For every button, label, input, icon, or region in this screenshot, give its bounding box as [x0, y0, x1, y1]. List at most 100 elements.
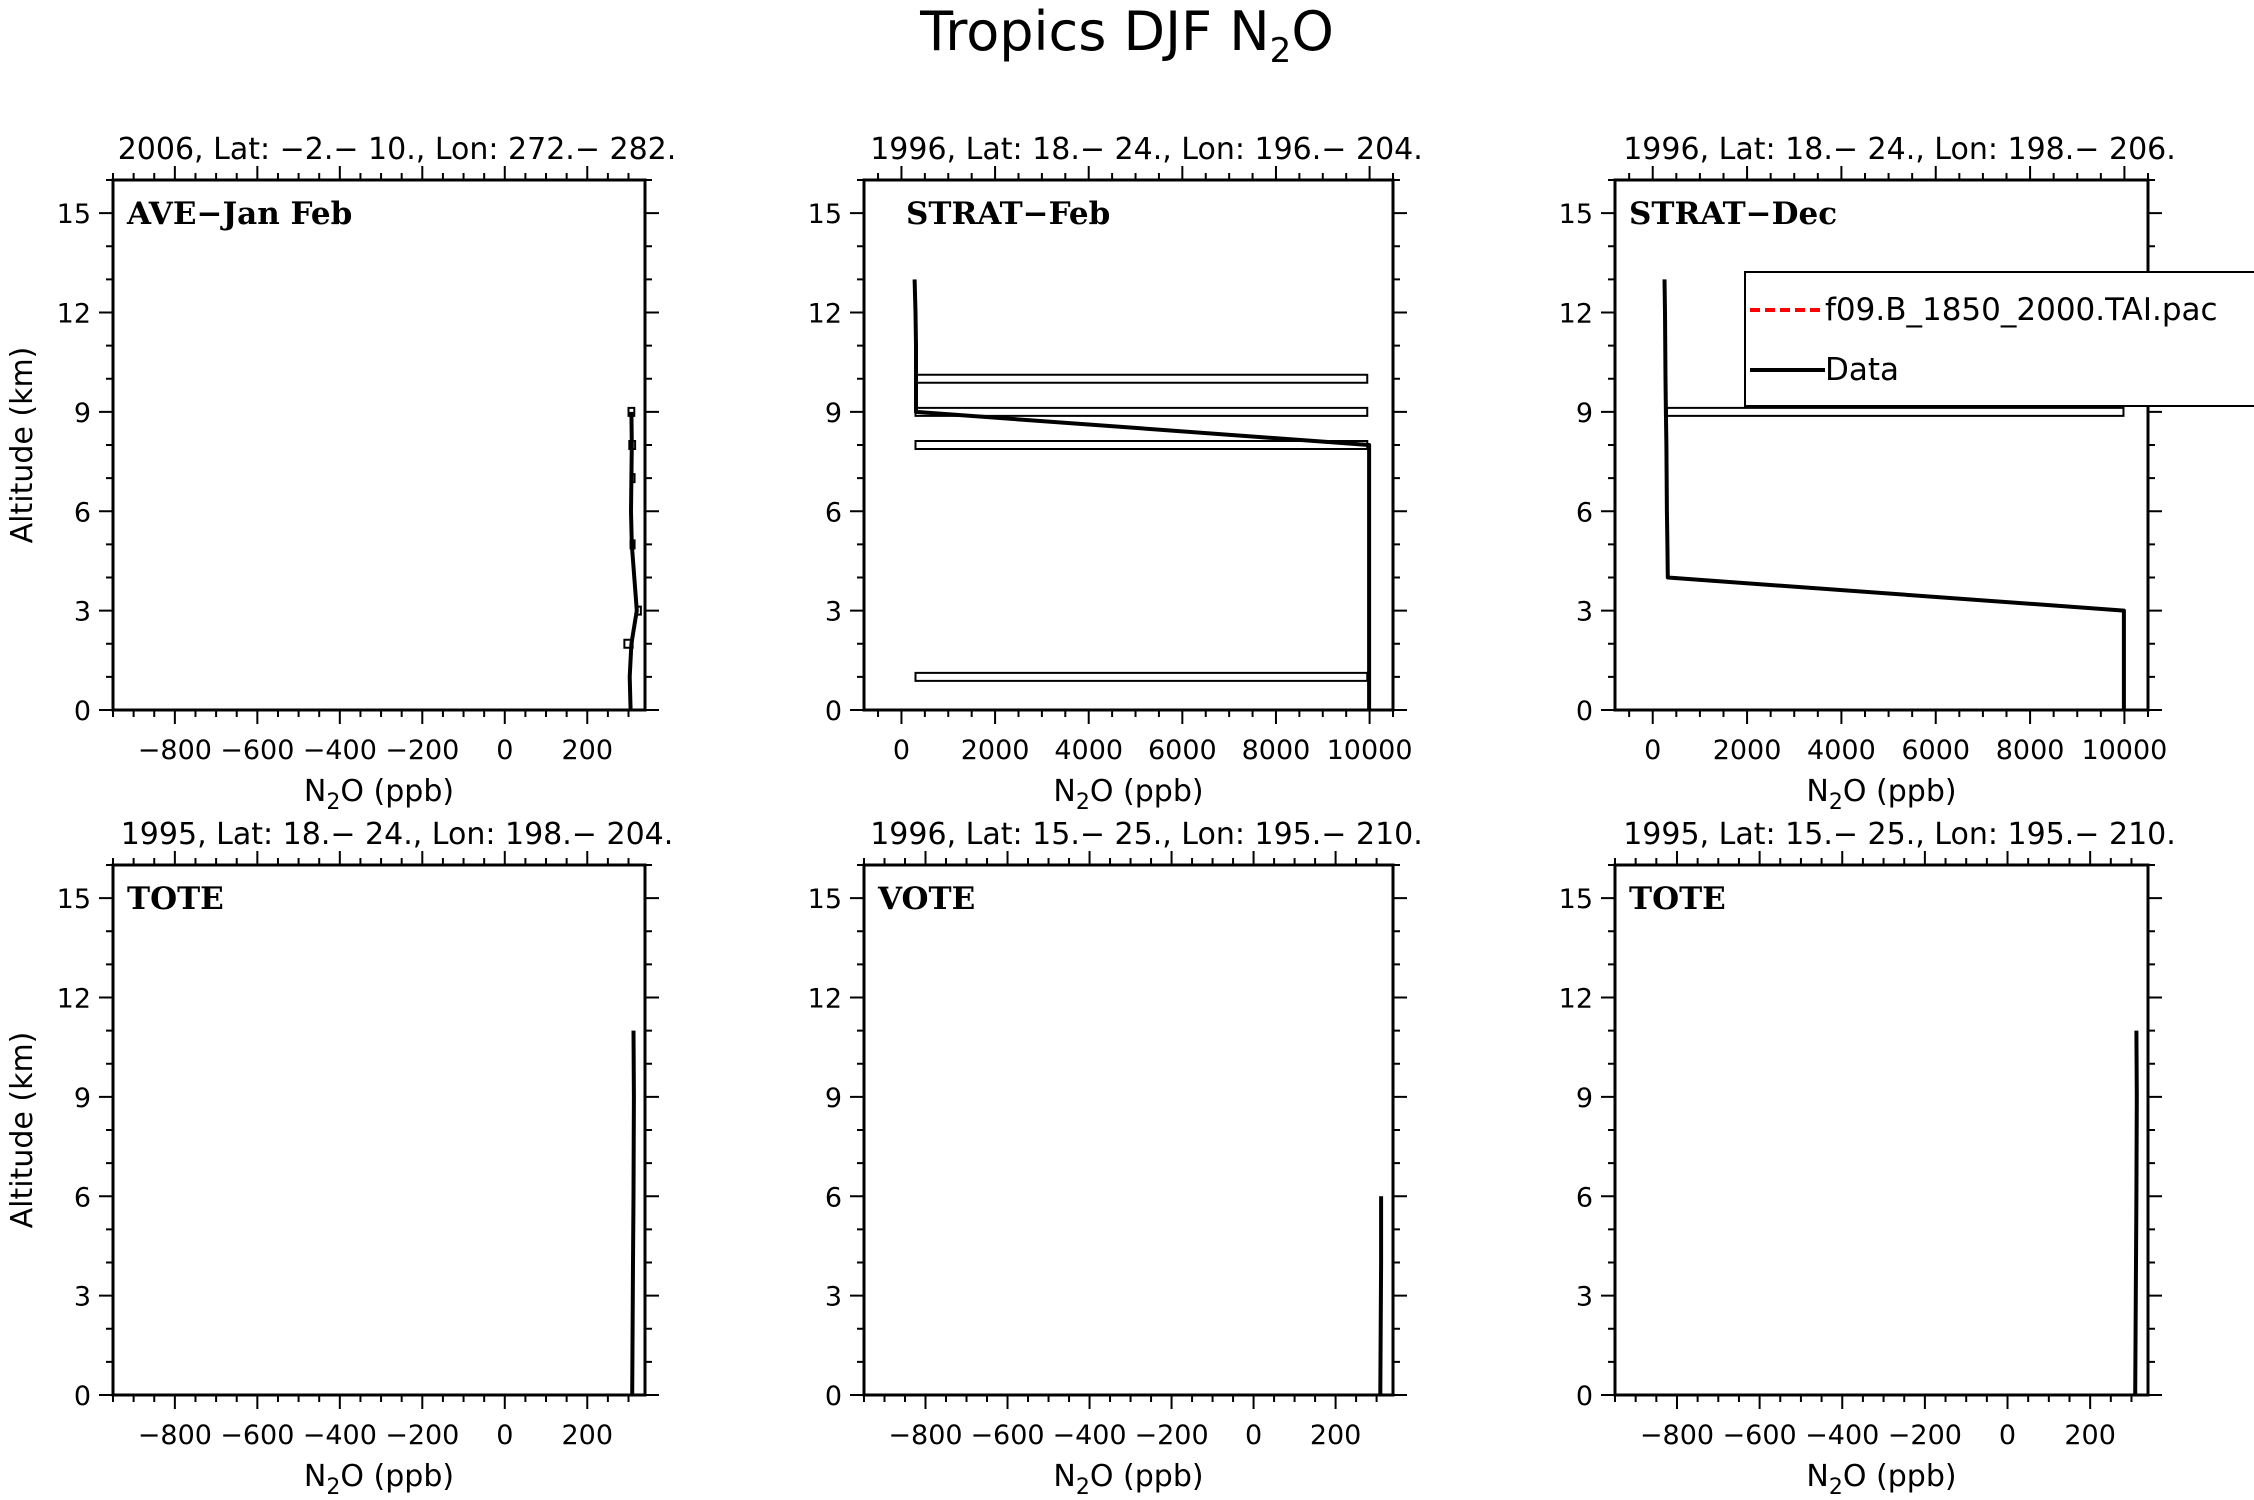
data-series-line [632, 1031, 634, 1395]
campaign-label: AVE−Jan Feb [126, 196, 352, 232]
x-tick-label: 200 [1310, 1420, 1362, 1451]
x-tick-label: 4000 [1054, 735, 1123, 766]
y-tick-label: 6 [74, 497, 91, 528]
y-tick-label: 15 [808, 199, 842, 230]
plot-frame [113, 180, 645, 710]
x-tick-label: −200 [385, 1420, 459, 1451]
y-tick-label: 3 [1576, 1282, 1593, 1313]
x-tick-label: 2000 [1713, 735, 1782, 766]
x-tick-label: −600 [220, 1420, 294, 1451]
x-tick-label: −400 [1805, 1420, 1879, 1451]
panel-6: 0 3 6 9 12 15 −800 −600 −400 −200 0 200 1995, Lat: 1… [1559, 817, 2176, 1500]
x-tick-label: −800 [138, 1420, 212, 1451]
y-axis-label: Altitude (km) [5, 1032, 40, 1229]
chart-grid: 03691215−800 −600 −400 −200 0 2002006, Lat: −… [0, 0, 2254, 1500]
data-series-line [2135, 1031, 2137, 1395]
plot-frame [1615, 180, 2148, 710]
y-tick-label: 3 [825, 597, 842, 628]
x-tick-label: 8000 [1242, 735, 1311, 766]
x-tick-label: 0 [893, 735, 910, 766]
x-tick-label: −600 [220, 735, 294, 766]
x-ticks: 0 2000 4000 6000 8000 10000 [1629, 166, 2167, 766]
panel-3: 0 3 6 9 12 15 0 2000 4000 6000 8000 10000 1996, Lat:… [1559, 132, 2254, 815]
y-tick-label: 0 [1576, 696, 1593, 727]
x-axis-label: N2O (ppb) [1806, 1459, 1956, 1500]
y-tick-label: 12 [808, 299, 842, 330]
y-axis-label: Altitude (km) [5, 347, 40, 544]
x-tick-label: 8000 [1996, 735, 2065, 766]
x-tick-label: −800 [1640, 1420, 1714, 1451]
y-tick-label: 6 [825, 497, 842, 528]
x-ticks: −800 −600 −400 −200 0 200 [1615, 851, 2131, 1451]
campaign-label: TOTE [127, 881, 224, 917]
std-box [1667, 408, 2124, 416]
y-tick-label: 15 [1559, 199, 1593, 230]
plot-frame [1615, 865, 2148, 1395]
x-tick-label: 200 [561, 735, 613, 766]
x-axis-label: N2O (ppb) [304, 1459, 454, 1500]
y-tick-label: 9 [1576, 1083, 1593, 1114]
y-tick-label: 6 [1576, 1182, 1593, 1213]
x-tick-label: 10000 [1327, 735, 1413, 766]
data-series-line [1380, 1196, 1381, 1395]
x-tick-label: −600 [970, 1420, 1044, 1451]
y-ticks: 0 3 6 9 12 15 [1559, 180, 2162, 727]
panel-header: 1995, Lat: 15.− 25., Lon: 195.− 210. [1623, 817, 2176, 852]
x-ticks: −800 −600 −400 −200 0 200 [864, 851, 1377, 1451]
legend: f09.B_1850_2000.TAI.pac Data [1745, 272, 2254, 406]
x-tick-label: 4000 [1807, 735, 1876, 766]
x-tick-label: −600 [1723, 1420, 1797, 1451]
campaign-label: TOTE [1629, 881, 1726, 917]
x-tick-label: 0 [1245, 1420, 1262, 1451]
y-tick-label: 15 [1559, 884, 1593, 915]
campaign-label: VOTE [877, 881, 975, 917]
x-tick-label: −800 [138, 735, 212, 766]
x-ticks: −800 −600 −400 −200 0 200 [113, 166, 629, 766]
x-tick-label: −200 [385, 735, 459, 766]
x-axis-label: N2O (ppb) [1806, 774, 1956, 815]
panel-header: 1996, Lat: 18.− 24., Lon: 198.− 206. [1623, 132, 2176, 167]
x-tick-label: −400 [1052, 1420, 1126, 1451]
x-tick-label: 200 [2064, 1420, 2116, 1451]
y-tick-label: 0 [825, 696, 842, 727]
x-tick-label: −200 [1888, 1420, 1962, 1451]
legend-label: Data [1825, 352, 1899, 388]
x-tick-label: −800 [888, 1420, 962, 1451]
y-tick-label: 12 [57, 984, 91, 1015]
plot-frame [864, 865, 1393, 1395]
y-tick-label: 12 [1559, 984, 1593, 1015]
y-ticks: 0 3 6 9 12 15 [57, 180, 659, 727]
y-tick-label: 15 [808, 884, 842, 915]
std-box [915, 375, 1367, 383]
panel-5: 0 3 6 9 12 15 −800 −600 −400 −200 0 200 1996, Lat: 1… [808, 817, 1423, 1500]
x-tick-label: 6000 [1901, 735, 1970, 766]
panel-header: 1996, Lat: 15.− 25., Lon: 195.− 210. [870, 817, 1423, 852]
y-tick-label: 9 [825, 1083, 842, 1114]
x-tick-label: 2000 [961, 735, 1030, 766]
x-axis-label: N2O (ppb) [1053, 774, 1203, 815]
panel-2: 0 3 6 9 12 15 0 2000 4000 6000 8000 10000 1996, Lat:… [808, 132, 1423, 815]
y-tick-label: 12 [808, 984, 842, 1015]
y-tick-label: 15 [57, 884, 91, 915]
y-tick-label: 6 [825, 1182, 842, 1213]
x-tick-label: 0 [496, 735, 513, 766]
y-ticks: 0 3 6 9 12 15 [57, 865, 659, 1412]
y-tick-label: 0 [1576, 1381, 1593, 1412]
campaign-label: STRAT−Feb [906, 196, 1110, 232]
y-tick-label: 0 [74, 696, 91, 727]
y-tick-label: 6 [1576, 497, 1593, 528]
std-box [915, 408, 1367, 416]
legend-label: f09.B_1850_2000.TAI.pac [1825, 292, 2218, 328]
panel-header: 1995, Lat: 18.− 24., Lon: 198.− 204. [121, 817, 674, 852]
plot-frame [113, 865, 645, 1395]
y-tick-label: 3 [1576, 597, 1593, 628]
x-tick-label: 200 [561, 1420, 613, 1451]
y-tick-label: 6 [74, 1182, 91, 1213]
panel-4: 0 3 6 9 12 15 −800 −600 −400 −200 0 200 1995, Lat: 1… [5, 817, 673, 1500]
y-ticks: 0 3 6 9 12 15 [808, 180, 1407, 727]
y-tick-label: 9 [74, 1083, 91, 1114]
data-series-line [630, 412, 637, 710]
x-tick-label: 0 [496, 1420, 513, 1451]
y-tick-label: 3 [74, 1282, 91, 1313]
y-tick-label: 12 [1559, 299, 1593, 330]
